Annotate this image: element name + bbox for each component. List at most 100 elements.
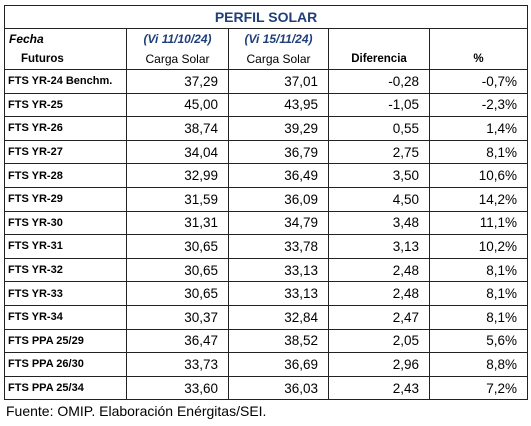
header-futuros: Futuros <box>4 49 127 70</box>
header-percent: % <box>428 49 529 70</box>
header-row-1: Fecha (Vi 11/10/24) (Vi 15/11/24) <box>4 28 529 49</box>
header-empty-diff <box>328 28 430 49</box>
row-label: FTS YR-29 <box>4 186 127 212</box>
table-row: FTS YR-27 34,04 36,79 2,75 8,1% <box>4 139 529 165</box>
row-difference: 2,48 <box>328 257 430 283</box>
row-difference: 0,55 <box>328 116 430 141</box>
row-label: FTS YR-31 <box>4 234 127 259</box>
table-row: FTS YR-32 30,65 33,13 2,48 8,1% <box>4 257 529 283</box>
row-value-2: 36,69 <box>228 352 329 377</box>
row-difference: 2,48 <box>328 281 430 306</box>
row-value-1: 36,47 <box>126 328 229 354</box>
source-note: Fuente: OMIP. Elaboración Enérgitas/SEI. <box>6 403 267 419</box>
row-percent: 11,1% <box>428 210 529 236</box>
table-row: FTS PPA 25/34 33,60 36,03 2,43 7,2% <box>4 375 529 401</box>
table-row: FTS YR-34 30,37 32,84 2,47 8,1% <box>4 304 529 330</box>
table-row: FTS YR-26 38,74 39,29 0,55 1,4% <box>4 116 529 141</box>
solar-profile-table-container: PERFIL SOLAR Fecha (Vi 11/10/24) (Vi 15/… <box>3 5 529 401</box>
row-value-2: 39,29 <box>228 116 329 141</box>
row-value-1: 30,37 <box>126 304 229 330</box>
row-difference: 2,05 <box>328 328 430 354</box>
header-date-1: (Vi 11/10/24) <box>126 28 229 49</box>
row-difference: 2,43 <box>328 375 430 401</box>
row-percent: 10,6% <box>428 163 529 188</box>
header-diferencia: Diferencia <box>328 49 430 70</box>
row-difference: -0,28 <box>328 69 430 94</box>
row-label: FTS YR-30 <box>4 210 127 236</box>
row-label: FTS YR-32 <box>4 257 127 283</box>
row-value-1: 30,65 <box>126 234 229 259</box>
table-row: FTS PPA 26/30 33,73 36,69 2,96 8,8% <box>4 352 529 377</box>
row-value-2: 33,78 <box>228 234 329 259</box>
row-value-2: 43,95 <box>228 92 329 118</box>
table-row: FTS PPA 25/29 36,47 38,52 2,05 5,6% <box>4 328 529 354</box>
row-value-1: 33,73 <box>126 352 229 377</box>
row-label: FTS PPA 26/30 <box>4 352 127 377</box>
table-row: FTS YR-31 30,65 33,78 3,13 10,2% <box>4 234 529 259</box>
row-label: FTS YR-24 Benchm. <box>4 69 127 94</box>
row-value-1: 30,65 <box>126 257 229 283</box>
row-value-1: 31,59 <box>126 186 229 212</box>
solar-profile-table: PERFIL SOLAR Fecha (Vi 11/10/24) (Vi 15/… <box>3 5 529 401</box>
table-row: FTS YR-30 31,31 34,79 3,48 11,1% <box>4 210 529 236</box>
row-percent: 5,6% <box>428 328 529 354</box>
row-label: FTS PPA 25/34 <box>4 375 127 401</box>
row-value-2: 36,49 <box>228 163 329 188</box>
table-title: PERFIL SOLAR <box>3 5 529 29</box>
row-label: FTS PPA 25/29 <box>4 328 127 354</box>
row-difference: 2,75 <box>328 139 430 165</box>
row-difference: 2,96 <box>328 352 430 377</box>
row-label: FTS YR-25 <box>4 92 127 118</box>
row-value-2: 34,79 <box>228 210 329 236</box>
row-value-1: 34,04 <box>126 139 229 165</box>
row-value-1: 37,29 <box>126 69 229 94</box>
row-percent: -0,7% <box>428 69 529 94</box>
table-row: FTS YR-33 30,65 33,13 2,48 8,1% <box>4 281 529 306</box>
row-value-1: 33,60 <box>126 375 229 401</box>
table-row: FTS YR-25 45,00 43,95 -1,05 -2,3% <box>4 92 529 118</box>
row-percent: -2,3% <box>428 92 529 118</box>
header-row-2: Futuros Carga Solar Carga Solar Diferenc… <box>4 49 529 70</box>
row-percent: 8,1% <box>428 304 529 330</box>
row-value-2: 36,09 <box>228 186 329 212</box>
row-difference: 3,13 <box>328 234 430 259</box>
row-value-2: 37,01 <box>228 69 329 94</box>
row-percent: 8,1% <box>428 139 529 165</box>
table-row: FTS YR-28 32,99 36,49 3,50 10,6% <box>4 163 529 188</box>
row-percent: 1,4% <box>428 116 529 141</box>
row-percent: 8,1% <box>428 281 529 306</box>
row-value-1: 30,65 <box>126 281 229 306</box>
row-percent: 10,2% <box>428 234 529 259</box>
table-row: FTS YR-29 31,59 36,09 4,50 14,2% <box>4 186 529 212</box>
row-value-1: 38,74 <box>126 116 229 141</box>
row-label: FTS YR-33 <box>4 281 127 306</box>
header-carga-solar-2: Carga Solar <box>228 49 329 70</box>
row-percent: 8,1% <box>428 257 529 283</box>
row-percent: 7,2% <box>428 375 529 401</box>
header-date-2: (Vi 15/11/24) <box>228 28 329 49</box>
row-percent: 14,2% <box>428 186 529 212</box>
row-label: FTS YR-27 <box>4 139 127 165</box>
row-value-1: 32,99 <box>126 163 229 188</box>
row-label: FTS YR-34 <box>4 304 127 330</box>
row-value-2: 32,84 <box>228 304 329 330</box>
row-label: FTS YR-28 <box>4 163 127 188</box>
row-value-2: 33,13 <box>228 281 329 306</box>
row-difference: 2,47 <box>328 304 430 330</box>
table-row: FTS YR-24 Benchm. 37,29 37,01 -0,28 -0,7% <box>4 69 529 94</box>
header-carga-solar-1: Carga Solar <box>126 49 229 70</box>
header-fecha: Fecha <box>4 28 127 49</box>
row-difference: -1,05 <box>328 92 430 118</box>
row-value-2: 36,03 <box>228 375 329 401</box>
row-value-2: 33,13 <box>228 257 329 283</box>
row-value-1: 31,31 <box>126 210 229 236</box>
row-difference: 3,50 <box>328 163 430 188</box>
row-value-2: 38,52 <box>228 328 329 354</box>
row-difference: 4,50 <box>328 186 430 212</box>
row-percent: 8,8% <box>428 352 529 377</box>
row-value-2: 36,79 <box>228 139 329 165</box>
header-empty-pct <box>428 28 529 49</box>
row-difference: 3,48 <box>328 210 430 236</box>
row-label: FTS YR-26 <box>4 116 127 141</box>
row-value-1: 45,00 <box>126 92 229 118</box>
